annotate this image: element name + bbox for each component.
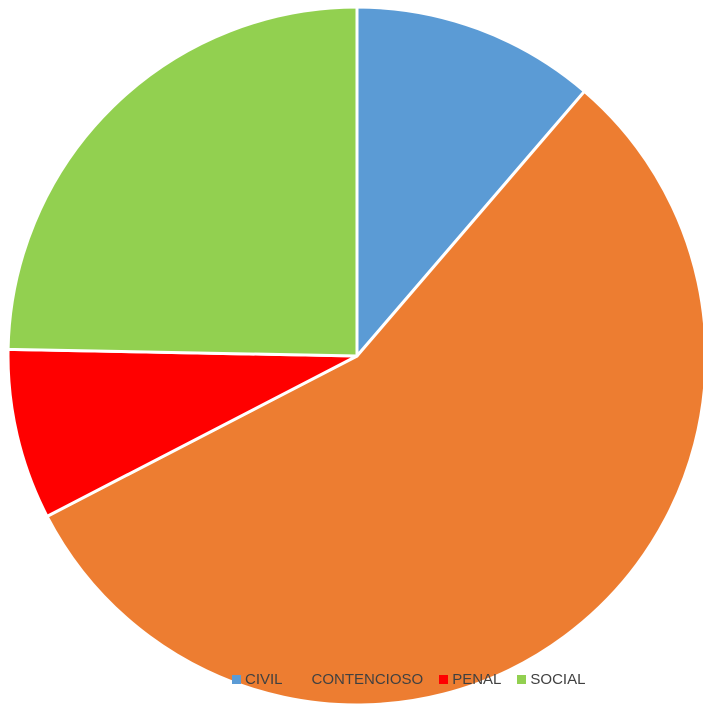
legend-item-civil: CIVIL (232, 671, 283, 688)
legend-label-contencioso: CONTENCIOSO (311, 670, 424, 688)
chart-legend: CIVIL CONTENCIOSO PENAL SOCIAL (232, 669, 585, 689)
legend-swatch-contencioso (298, 674, 308, 684)
legend-label-social: SOCIAL (530, 670, 586, 688)
pie-slices (6, 5, 703, 704)
pie-slice-social (6, 5, 359, 358)
pie-slice-penal (6, 347, 359, 518)
legend-label-civil: CIVIL (245, 670, 283, 688)
legend-item-social: SOCIAL (517, 671, 585, 688)
legend-swatch-civil (232, 674, 241, 684)
legend-swatch-penal (439, 674, 449, 684)
legend-label-penal: PENAL (452, 670, 502, 688)
pie-slice-contencioso (45, 89, 703, 704)
legend-item-contencioso: CONTENCIOSO (298, 670, 424, 688)
legend-swatch-social (517, 674, 527, 684)
legend-item-penal: PENAL (439, 671, 501, 688)
pie-slice-civil (355, 5, 586, 358)
